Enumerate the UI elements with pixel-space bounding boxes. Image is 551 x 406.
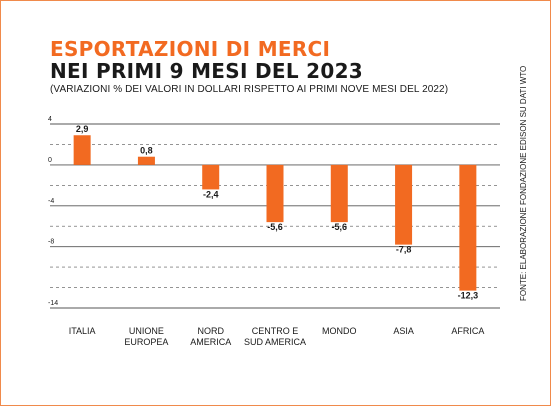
y-tick-label: -8: [48, 239, 54, 246]
category-label: CENTRO E: [252, 326, 299, 336]
y-tick-label: 0: [48, 157, 52, 164]
bar: [137, 156, 155, 165]
category-label: EUROPEA: [124, 337, 168, 347]
bar: [73, 135, 91, 165]
data-label: -12,3: [458, 291, 479, 301]
category-label: NORD: [197, 326, 224, 336]
data-label: 2,9: [76, 124, 89, 134]
y-tick-label: 4: [48, 116, 52, 123]
y-tick-label: -14: [48, 300, 58, 307]
bar: [202, 164, 220, 190]
category-label: ITALIA: [69, 326, 96, 336]
category-label: AMERICA: [190, 337, 231, 347]
bar: [395, 164, 413, 245]
category-label: UNIONE: [129, 326, 164, 336]
category-label: ASIA: [393, 326, 414, 336]
chart-subtitle: (VARIAZIONI % DEI VALORI IN DOLLARI RISP…: [50, 84, 449, 95]
data-label: -2,4: [203, 189, 219, 199]
data-label: -7,8: [396, 245, 412, 255]
y-tick-label: -4: [48, 198, 54, 205]
data-label: -5,6: [267, 222, 283, 232]
bar: [266, 164, 284, 223]
data-label: 0,8: [140, 146, 153, 156]
category-label: MONDO: [322, 326, 357, 336]
category-label: AFRICA: [451, 326, 484, 336]
category-label: SUD AMERICA: [244, 337, 306, 347]
bar: [330, 164, 348, 223]
chart-title-line2: NEI PRIMI 9 MESI DEL 2023: [50, 59, 363, 83]
data-label: -5,6: [332, 222, 348, 232]
bar: [459, 164, 477, 291]
chart-title: ESPORTAZIONI DI MERCI: [50, 37, 331, 61]
